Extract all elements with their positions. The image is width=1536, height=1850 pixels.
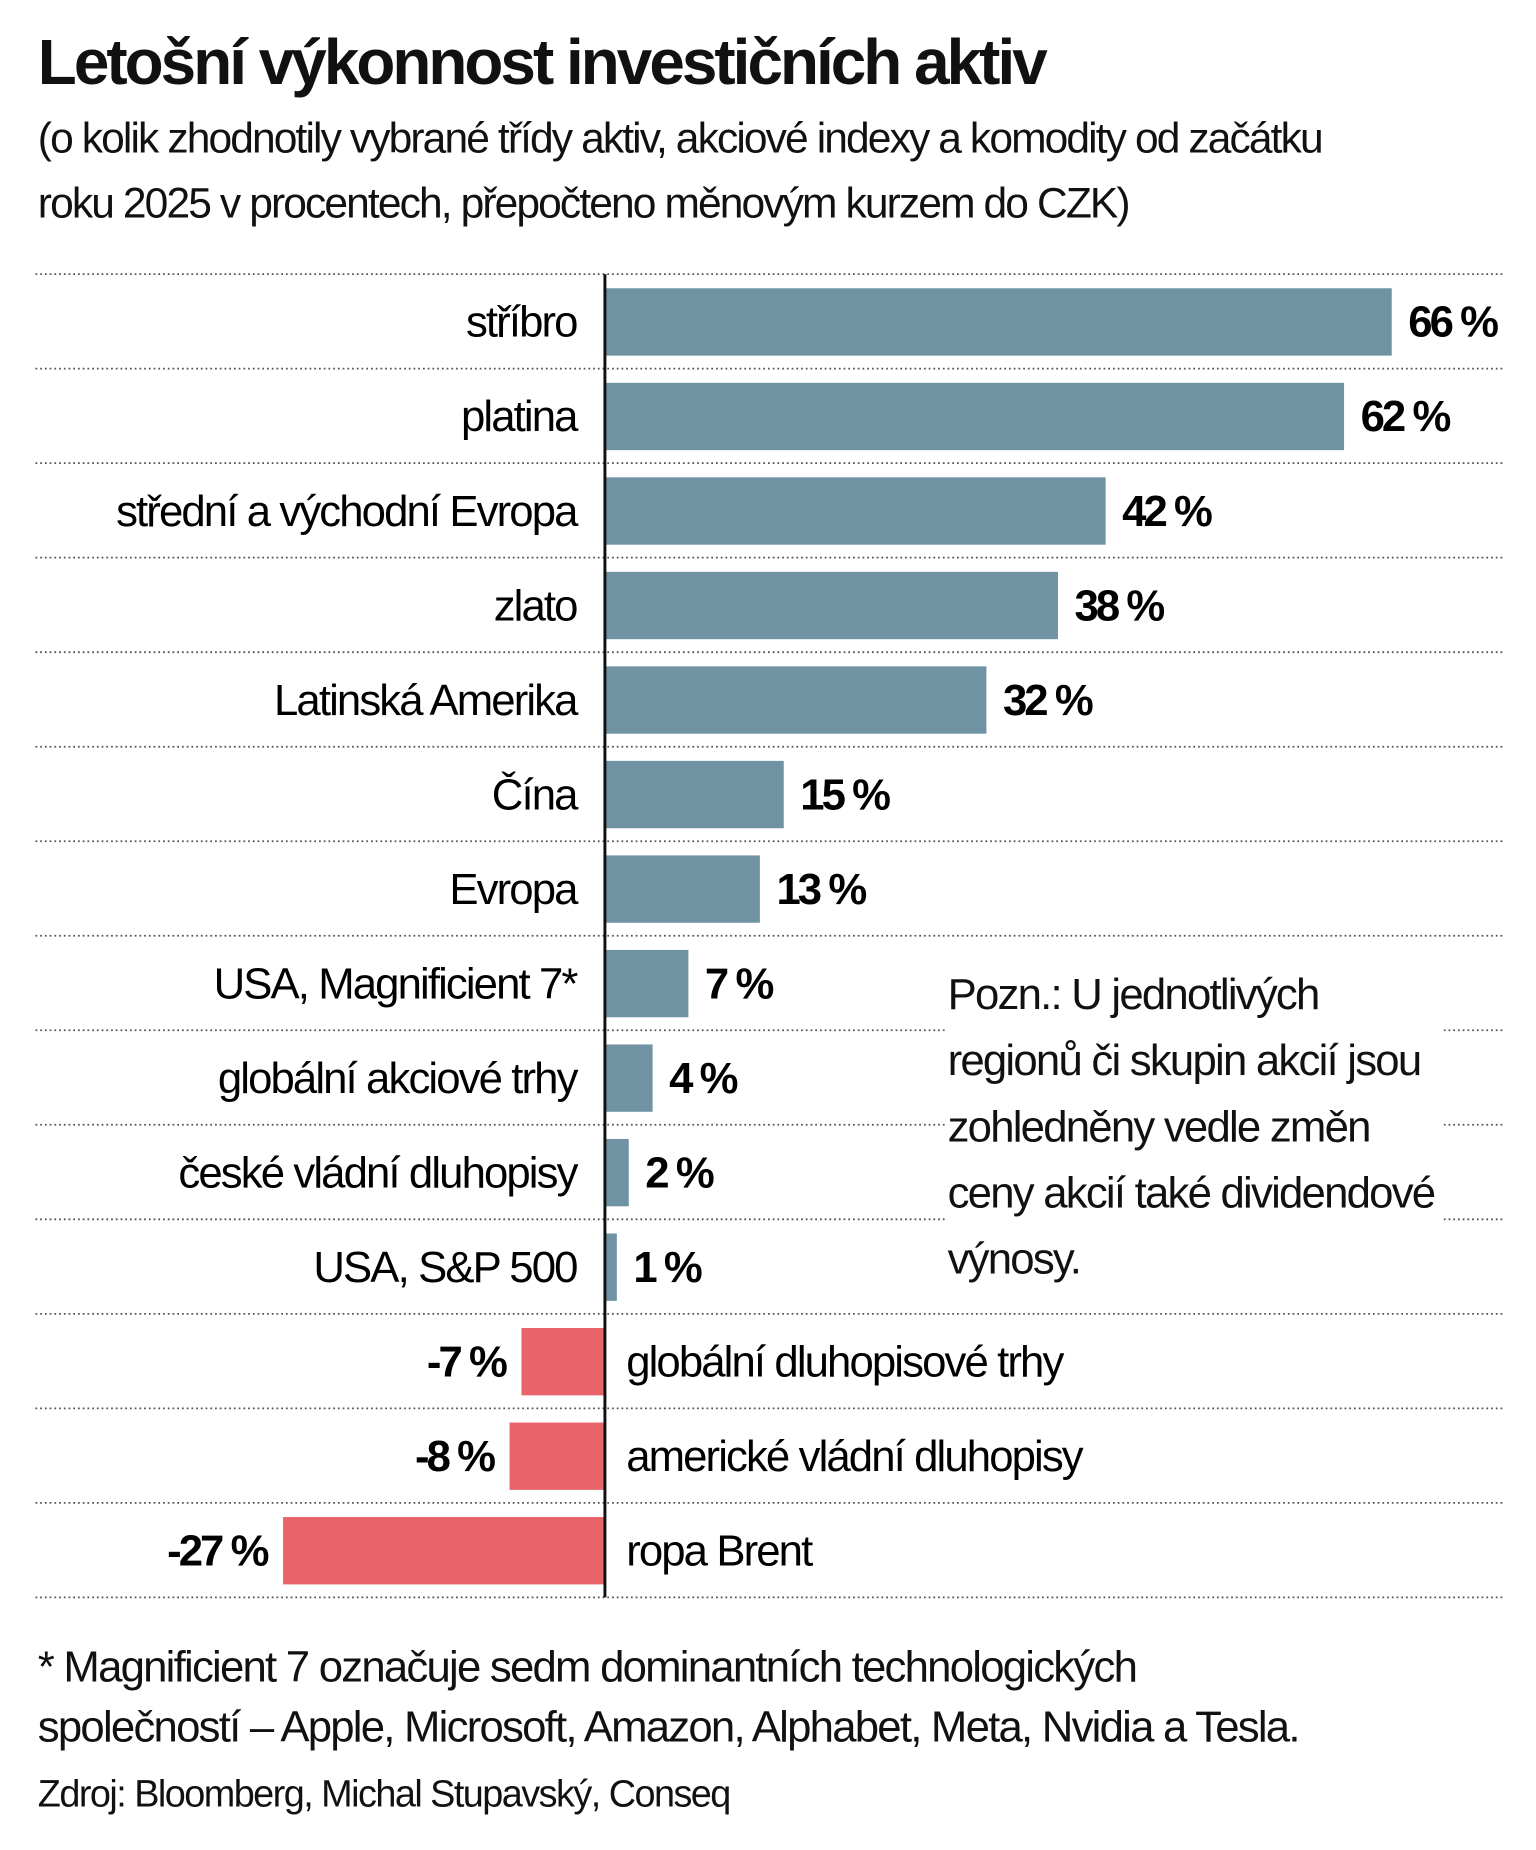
category-label: globální dluhopisové trhy: [626, 1337, 1064, 1386]
category-label: střední a východní Evropa: [116, 487, 579, 536]
bar: [604, 288, 1392, 356]
chart-subtitle-line-1: (o kolik zhodnotily vybrané třídy aktiv,…: [37, 113, 1324, 162]
data-label: 42 %: [1122, 487, 1212, 536]
category-label: Čína: [492, 769, 579, 819]
data-label: 62 %: [1361, 392, 1451, 441]
data-label: 2 %: [645, 1148, 714, 1197]
bar: [604, 1138, 629, 1207]
category-label: ropa Brent: [626, 1526, 813, 1575]
data-label: 38 %: [1074, 581, 1164, 630]
chart-title: Letošní výkonnost investičních aktiv: [37, 27, 1048, 99]
data-label: 7 %: [705, 959, 774, 1008]
bar: [604, 477, 1106, 545]
category-label: zlato: [494, 581, 577, 630]
data-label: 4 %: [669, 1054, 738, 1103]
bar: [604, 571, 1058, 640]
bar: [521, 1328, 605, 1396]
data-label: 1 %: [633, 1243, 702, 1292]
data-label: 13 %: [776, 865, 866, 914]
footnote-line-2: společností – Apple, Microsoft, Amazon, …: [37, 1702, 1301, 1751]
category-label: stříbro: [466, 298, 577, 347]
category-label: USA, Magnificient 7*: [214, 959, 579, 1008]
footnote-line-1: * Magnificient 7 označuje sedm dominantn…: [37, 1642, 1138, 1691]
category-label: české vládní dluhopisy: [178, 1148, 578, 1197]
data-label: -27 %: [167, 1526, 268, 1575]
bar: [604, 382, 1345, 451]
data-label: -7 %: [427, 1337, 507, 1386]
bar: [604, 1044, 653, 1112]
chart-subtitle-line-2: roku 2025 v procentech, přepočteno měnov…: [37, 178, 1131, 227]
category-label: Latinská Amerika: [274, 676, 579, 725]
bar: [283, 1517, 605, 1585]
bar: [509, 1422, 605, 1490]
data-label: 66 %: [1408, 298, 1498, 347]
data-label: 32 %: [1003, 676, 1093, 725]
category-label: americké vládní dluhopisy: [626, 1432, 1084, 1481]
data-label: 15 %: [800, 770, 890, 819]
source: Zdroj: Bloomberg, Michal Stupavský, Cons…: [37, 1772, 732, 1815]
bar: [604, 666, 987, 734]
bar: [604, 855, 760, 923]
category-label: USA, S&P 500: [313, 1243, 577, 1292]
bar: [604, 1233, 617, 1301]
bar: [604, 949, 689, 1018]
category-label: Evropa: [449, 865, 579, 914]
bar: [604, 760, 784, 829]
data-label: -8 %: [415, 1432, 495, 1481]
chart-note: Pozn.: U jednotlivých regionů či skupin …: [947, 961, 1444, 1293]
category-label: globální akciové trhy: [218, 1054, 579, 1103]
category-label: platina: [461, 392, 579, 441]
